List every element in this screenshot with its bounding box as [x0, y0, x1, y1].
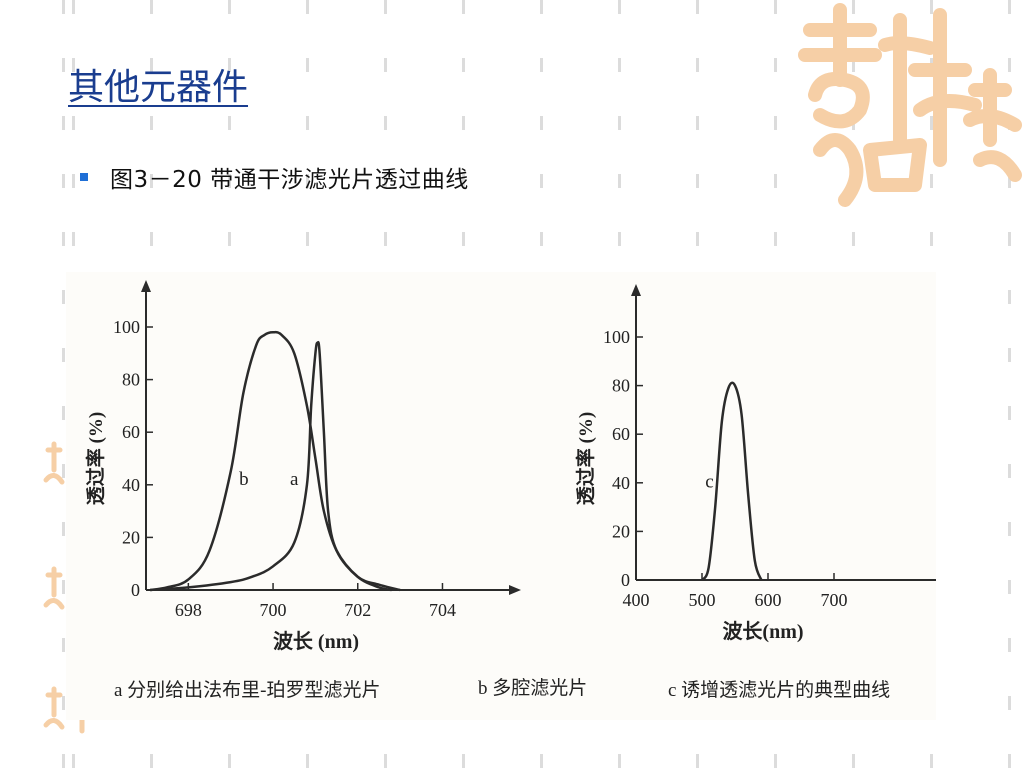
series-c-line — [700, 381, 763, 581]
x-tick-label: 700 — [821, 590, 848, 610]
x-tick-label: 500 — [689, 590, 716, 610]
bullet-text: 图3－20 带通干涉滤光片透过曲线 — [110, 167, 469, 193]
caption-b: b 多腔滤光片 — [478, 677, 587, 699]
y-tick-label: 20 — [122, 527, 140, 547]
x-tick-label: 700 — [260, 600, 287, 620]
series-a-line — [150, 340, 401, 592]
y-tick-label: 0 — [621, 570, 630, 590]
auspicious-calligraphy-logo — [798, 3, 1022, 207]
y-tick-label: 0 — [131, 580, 140, 600]
y-axis-arrow — [631, 284, 641, 296]
y-axis-label: 透过率 (%) — [574, 412, 597, 505]
x-tick-label: 704 — [429, 600, 456, 620]
y-tick-label: 60 — [612, 424, 630, 444]
x-axis-label: 波长 (nm) — [273, 630, 359, 653]
caption-a: a 分别给出法布里-珀罗型滤光片 — [114, 679, 381, 701]
x-tick-label: 702 — [344, 600, 371, 620]
y-tick-label: 100 — [113, 317, 140, 337]
y-tick-label: 40 — [122, 475, 140, 495]
bullet-item: 图3－20 带通干涉滤光片透过曲线 — [80, 160, 469, 194]
series-b-label: b — [239, 469, 249, 490]
x-axis-label: 波长(nm) — [722, 620, 803, 643]
slide-title: 其他元器件 — [68, 67, 249, 108]
caption-c: c 诱增透滤光片的典型曲线 — [668, 679, 890, 701]
y-tick-label: 20 — [612, 521, 630, 541]
y-tick-label: 60 — [122, 422, 140, 442]
y-tick-label: 80 — [612, 376, 630, 396]
y-axis-label: 透过率 (%) — [84, 412, 107, 505]
y-axis-arrow — [141, 280, 151, 292]
x-tick-label: 600 — [755, 590, 782, 610]
series-c-label: c — [705, 472, 713, 493]
x-axis-arrow — [509, 585, 521, 595]
y-tick-label: 100 — [603, 327, 630, 347]
y-tick-label: 40 — [612, 473, 630, 493]
x-tick-label: 400 — [623, 590, 650, 610]
series-a-label: a — [290, 469, 299, 490]
series-b-line — [150, 330, 392, 592]
chart-fabry-perot-multicavity: 0 20 40 60 80 100 698 700 702 704 波长 (nm) 透过率 (%) b a — [84, 280, 521, 653]
bullet-square-icon — [80, 173, 88, 181]
x-tick-label: 698 — [175, 600, 202, 620]
chart-induced-transmission: 0 20 40 60 80 100 400 500 600 700 波长(nm) 透过率 (%) c — [574, 284, 936, 643]
y-tick-label: 80 — [122, 370, 140, 390]
transmission-curves-figure: 0 20 40 60 80 100 698 700 702 704 波长 (nm) 透过率 (%) b a… — [66, 272, 936, 720]
